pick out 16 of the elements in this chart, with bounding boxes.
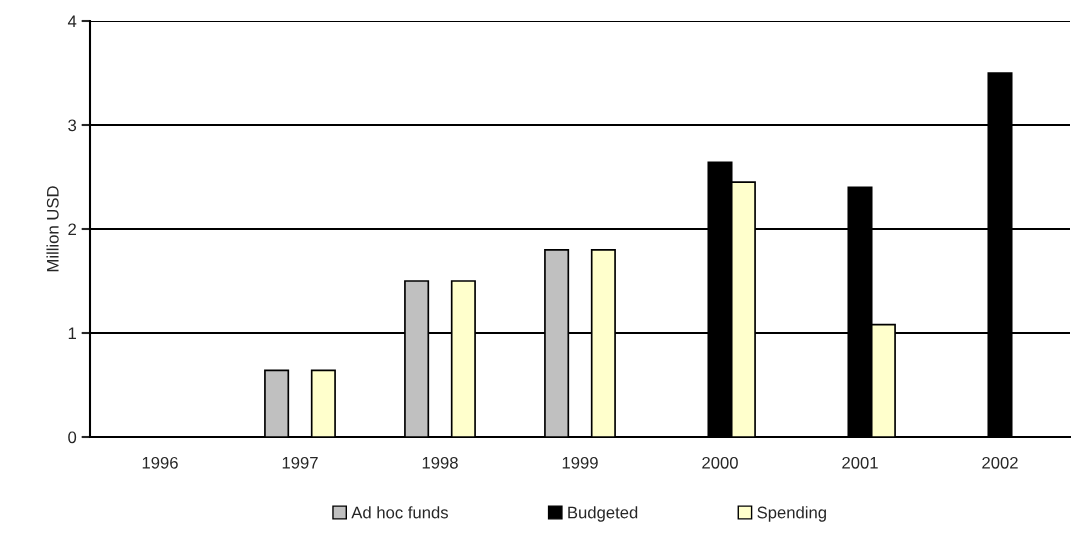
x-tick-label: 1996	[142, 456, 178, 469]
legend-label: Ad hoc funds	[351, 506, 448, 519]
x-tick-label: 1998	[422, 456, 458, 469]
y-tick-label: 0	[68, 431, 77, 444]
x-tick-label: 1999	[562, 456, 598, 469]
y-tick-label: 2	[68, 223, 76, 236]
y-tick-label: 4	[67, 15, 77, 28]
x-tick-label: 2000	[702, 456, 738, 469]
legend-label: Spending	[757, 506, 826, 522]
x-tick-label: 2002	[982, 456, 1018, 469]
y-tick-label: 3	[68, 119, 77, 132]
legend-label: Budgeted	[568, 506, 638, 522]
y-tick-label: 1	[68, 327, 76, 340]
y-axis-title: Million USD	[46, 186, 59, 272]
x-tick-label: 2001	[842, 456, 878, 469]
x-tick-label: 1997	[282, 456, 318, 469]
